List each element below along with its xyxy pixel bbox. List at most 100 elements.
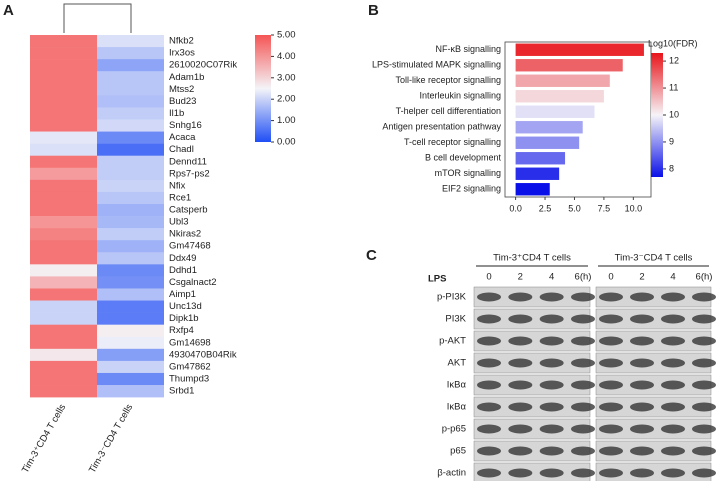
row-label: Snhg16	[169, 120, 202, 131]
blot-band	[692, 358, 716, 368]
bar	[515, 59, 623, 72]
bar	[515, 183, 550, 196]
heat-cell	[30, 300, 97, 313]
column-label: Tim-3⁻CD4 T cells	[87, 402, 135, 475]
bar	[515, 152, 566, 165]
row-label: Bud23	[169, 96, 196, 107]
row-label: Rxfp4	[169, 325, 194, 336]
blot-band	[571, 336, 595, 346]
y-tick-label: B cell development	[425, 153, 502, 163]
heat-cell	[30, 155, 97, 169]
heat-cell	[97, 312, 164, 325]
row-label: Aimp1	[169, 289, 196, 300]
blot-band	[661, 314, 685, 324]
blot-band	[599, 402, 623, 412]
heat-cell	[97, 47, 164, 60]
heat-cell	[30, 203, 97, 217]
colorbar-tick-label: 8	[669, 163, 674, 173]
blot-band	[477, 380, 501, 390]
heat-cell	[97, 179, 164, 193]
x-tick-label: 0.0	[509, 203, 522, 213]
heat-cell	[30, 35, 97, 48]
colorbar-tick-label: 3.00	[277, 72, 296, 83]
heat-cell	[97, 167, 164, 181]
blot-band	[539, 402, 564, 412]
row-label: Ddhd1	[169, 265, 197, 276]
heat-cell	[30, 107, 97, 120]
y-tick-label: NF-κB signalling	[435, 44, 501, 54]
heat-cell	[30, 95, 97, 108]
heat-cell	[97, 288, 164, 301]
blot-band	[599, 336, 623, 346]
bar	[515, 105, 595, 118]
blot-band	[539, 468, 564, 478]
heat-cell	[30, 336, 97, 350]
heat-cell	[97, 83, 164, 96]
heat-cell	[30, 131, 97, 144]
time-label: 0	[608, 272, 613, 283]
y-tick-label: Toll-like receptor signalling	[395, 75, 501, 85]
blot-band	[692, 336, 716, 346]
row-label: Gm47862	[169, 361, 211, 372]
time-label: 4	[670, 272, 675, 283]
time-label: 6(h)	[696, 272, 713, 283]
colorbar-tick-label: 12	[669, 55, 679, 65]
bar	[515, 136, 580, 149]
blot-band	[692, 380, 716, 390]
heat-cell	[97, 216, 164, 229]
heat-cell	[97, 119, 164, 132]
blot-band	[599, 314, 623, 324]
heat-cell	[30, 276, 97, 289]
time-label: 2	[518, 272, 523, 283]
colorbar-tick-label: 9	[669, 136, 674, 146]
blot-band	[661, 336, 685, 346]
row-label: Thumpd3	[169, 374, 209, 385]
bar	[515, 90, 604, 103]
blot-band	[630, 358, 654, 368]
blot-band	[630, 314, 654, 324]
blot-band	[661, 424, 685, 434]
blot-band	[477, 358, 501, 368]
x-tick-label: 2.5	[539, 203, 552, 213]
row-label: Rce1	[169, 192, 191, 203]
heat-cell	[97, 203, 164, 217]
blot-row-label: p65	[450, 446, 466, 457]
blot-band	[508, 358, 533, 368]
heat-cell	[97, 71, 164, 84]
blot-band	[571, 358, 595, 368]
blot-band	[630, 446, 654, 456]
row-label: Csgalnact2	[169, 277, 217, 288]
blot-band	[661, 468, 685, 478]
heat-cell	[97, 35, 164, 48]
heat-cell	[97, 264, 164, 277]
blot-band	[539, 336, 564, 346]
blot-band	[508, 468, 533, 478]
blot-band	[571, 446, 595, 456]
blot-band	[692, 314, 716, 324]
row-label: 2610020C07Rik	[169, 60, 237, 71]
heat-cell	[97, 240, 164, 253]
blot-band	[630, 292, 654, 302]
heat-cell	[30, 179, 97, 193]
blot-band	[661, 402, 685, 412]
heat-cell	[97, 155, 164, 169]
heat-cell	[97, 143, 164, 156]
blot-band	[508, 314, 533, 324]
time-label: 6(h)	[575, 272, 592, 283]
blot-band	[571, 424, 595, 434]
blot-band	[661, 380, 685, 390]
blot-band	[630, 402, 654, 412]
y-tick-label: Interleukin signalling	[419, 91, 501, 101]
row-label: Dipk1b	[169, 313, 199, 324]
heat-cell	[97, 252, 164, 265]
row-label: 4930470B04Rik	[169, 349, 237, 360]
panel-label: C	[366, 247, 377, 264]
row-label: Nfkb2	[169, 36, 194, 47]
blot-band	[692, 468, 716, 478]
y-tick-label: T-cell receptor signalling	[404, 137, 501, 147]
blot-row-label: p-PI3K	[437, 292, 467, 303]
blot-band	[692, 292, 716, 302]
heat-cell	[97, 59, 164, 72]
group-label: Tim-3⁻CD4 T cells	[615, 253, 693, 264]
